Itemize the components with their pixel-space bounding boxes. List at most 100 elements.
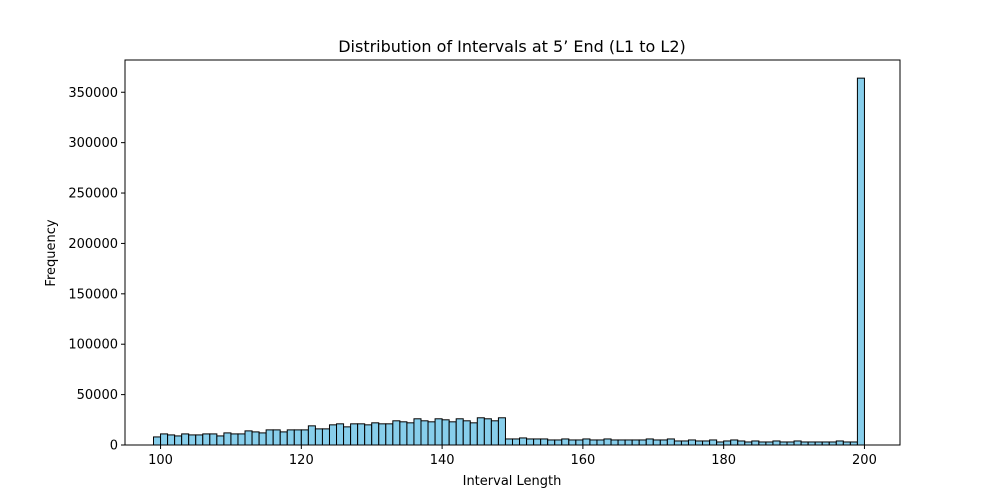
histogram-bar (188, 434, 197, 446)
histogram-bar (336, 423, 345, 446)
histogram-bar (533, 438, 542, 446)
histogram-bar (638, 439, 647, 446)
histogram-bar (378, 423, 387, 446)
histogram-bar (835, 440, 844, 446)
histogram-bar (272, 429, 281, 446)
histogram-bar (504, 438, 513, 446)
y-tick-label: 150000 (68, 287, 118, 302)
histogram-bar (772, 440, 781, 446)
histogram-bar (441, 419, 450, 446)
histogram-bar (645, 438, 654, 446)
histogram-bar (223, 432, 232, 446)
histogram-bar (160, 433, 169, 446)
histogram-bar (603, 438, 612, 446)
histogram-bar (540, 438, 549, 446)
histogram-bar (490, 420, 499, 446)
histogram-bar (251, 431, 260, 446)
histogram-bar (723, 440, 732, 446)
histogram-bar (392, 420, 401, 446)
histogram-bar (399, 421, 408, 446)
histogram-bar (307, 425, 316, 446)
histogram-bar (751, 440, 760, 446)
histogram-bar (695, 440, 704, 446)
histogram-bar (265, 429, 274, 446)
x-tick-label: 140 (430, 453, 455, 468)
histogram-bar (357, 423, 366, 446)
histogram-bar (512, 438, 521, 446)
histogram-bar (547, 439, 556, 446)
histogram-bar (153, 436, 162, 446)
histogram-bar (174, 435, 183, 446)
histogram-bar (596, 439, 605, 446)
histogram-bar (300, 429, 309, 446)
histogram-bar (202, 433, 211, 446)
histogram-bar (420, 420, 429, 446)
histogram-bar (554, 439, 563, 446)
histogram-bar (702, 440, 711, 446)
y-axis-ticks: 0 50000 100000 150000 200000 250000 300000 3500… (68, 86, 125, 454)
histogram-bar (610, 439, 619, 446)
histogram-bar (195, 434, 204, 446)
histogram-bar (244, 430, 253, 446)
histogram-bar (448, 421, 457, 446)
histogram-bar (237, 433, 246, 446)
histogram-bar (568, 439, 577, 446)
histogram-bar (624, 439, 633, 446)
histogram-bar (617, 439, 626, 446)
histogram-bar (455, 418, 464, 446)
histogram-bar (687, 439, 697, 446)
histogram-bar (371, 422, 380, 446)
histogram-bar (427, 421, 436, 446)
x-axis-label: Interval Length (463, 474, 562, 489)
histogram-bar (209, 433, 218, 446)
histogram-bar (343, 426, 352, 446)
histogram-bar (434, 418, 443, 446)
histogram-bar (350, 423, 359, 446)
histogram-bar (519, 437, 528, 446)
histogram-bar (737, 440, 746, 446)
histogram-bar (469, 422, 478, 446)
histogram-bar (589, 439, 598, 446)
x-tick-label: 180 (711, 453, 736, 468)
y-tick-label: 50000 (77, 388, 118, 403)
histogram-bar (526, 438, 535, 446)
histogram-bar (575, 439, 584, 446)
histogram-bar (258, 432, 267, 446)
histogram-bar (385, 423, 394, 446)
histogram-bar (462, 420, 471, 446)
histogram-bar (314, 428, 323, 446)
histogram-bar (680, 440, 689, 446)
histogram-bar (293, 429, 302, 446)
y-tick-label: 250000 (68, 187, 118, 202)
histogram-bar (167, 434, 176, 446)
x-tick-label: 200 (852, 453, 877, 468)
chart-title: Distribution of Intervals at 5’ End (L1 … (338, 37, 686, 56)
histogram-bar (406, 422, 415, 446)
histogram-bar (582, 438, 591, 446)
histogram-bar (364, 424, 373, 446)
histogram-bar (652, 439, 661, 446)
y-tick-label: 200000 (68, 237, 118, 252)
y-tick-label: 300000 (68, 136, 118, 151)
histogram-bar (631, 439, 640, 446)
histogram-bar (673, 440, 682, 446)
histogram-bar (497, 417, 506, 446)
histogram-bar (216, 435, 225, 446)
histogram-bar (856, 77, 865, 446)
y-axis-label: Frequency (44, 219, 59, 286)
histogram-bar (230, 433, 239, 446)
histogram-bar (483, 418, 492, 446)
histogram-bar (286, 429, 295, 446)
histogram-bar (659, 439, 668, 446)
plot-frame (124, 59, 901, 446)
histogram-bar (279, 431, 288, 446)
histogram-bar (181, 433, 190, 446)
x-tick-label: 160 (570, 453, 595, 468)
histogram-bar (709, 439, 718, 446)
histogram-bar (321, 428, 330, 446)
y-tick-label: 0 (110, 439, 118, 454)
histogram-bar (730, 439, 739, 446)
x-tick-label: 100 (148, 453, 173, 468)
x-axis-ticks: 100 120 140 160 180 200 (148, 445, 877, 468)
